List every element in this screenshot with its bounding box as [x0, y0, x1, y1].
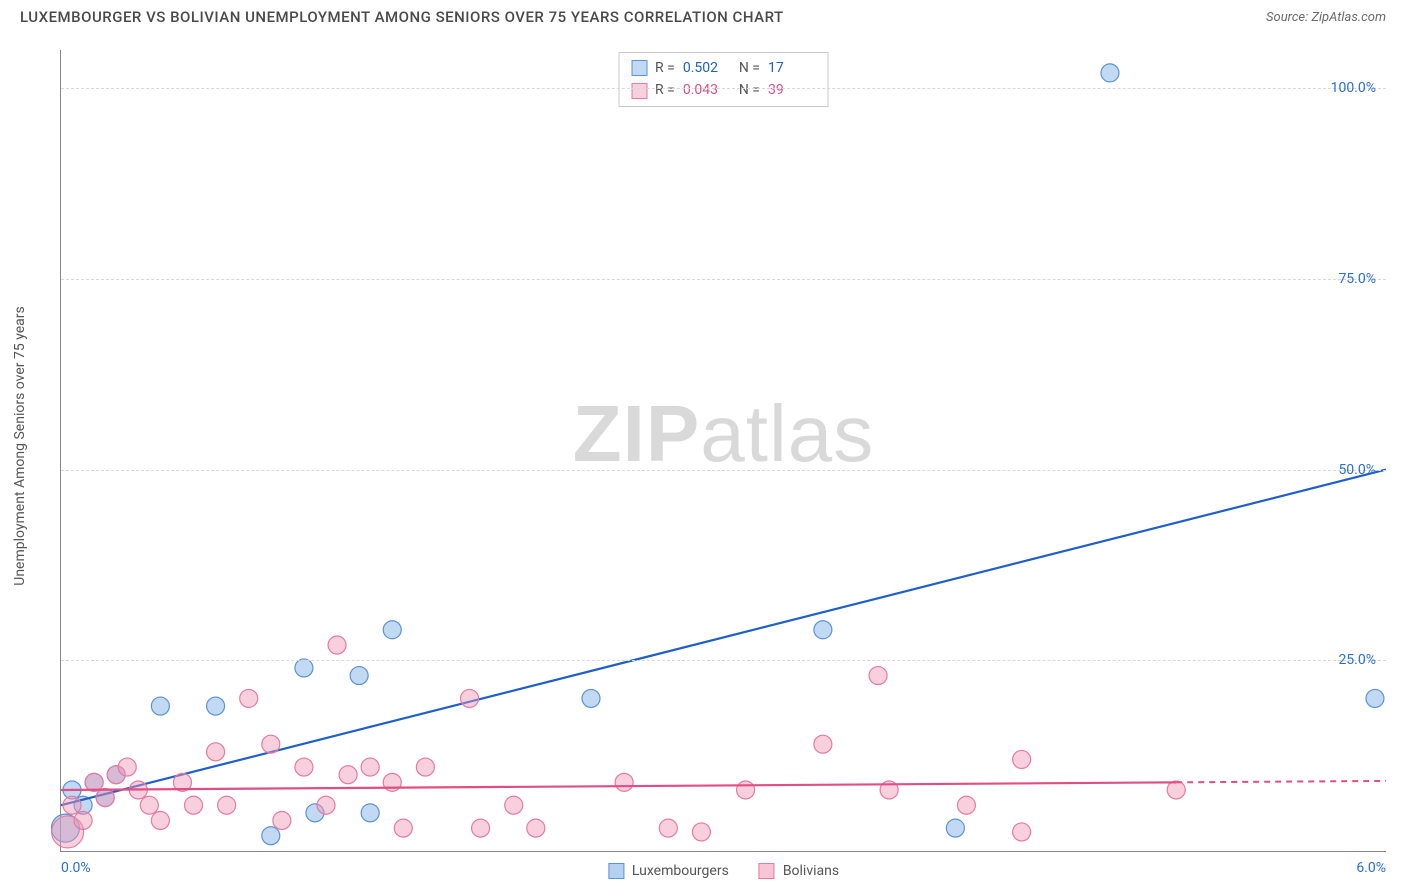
legend-label: Luxembourgers: [632, 863, 729, 879]
y-axis-title: Unemployment Among Seniors over 75 years: [12, 306, 28, 586]
data-point: [218, 796, 236, 814]
data-point: [317, 796, 335, 814]
data-point: [814, 735, 832, 753]
data-point: [350, 667, 368, 685]
title-bar: LUXEMBOURGER VS BOLIVIAN UNEMPLOYMENT AM…: [0, 0, 1406, 30]
data-point: [472, 819, 490, 837]
data-point: [151, 811, 169, 829]
data-point: [1366, 689, 1384, 707]
data-point: [74, 811, 92, 829]
trend-line: [61, 470, 1386, 806]
legend-item: Bolivians: [759, 863, 839, 879]
data-point: [505, 796, 523, 814]
legend-swatch: [759, 863, 775, 879]
data-point: [151, 697, 169, 715]
y-tick-label: 25.0%: [1338, 652, 1376, 668]
data-point: [659, 819, 677, 837]
legend-item: Luxembourgers: [608, 863, 729, 879]
data-point: [207, 697, 225, 715]
legend-label: Bolivians: [783, 863, 839, 879]
data-point: [869, 667, 887, 685]
y-tick-label: 100.0%: [1331, 80, 1376, 96]
data-point: [140, 796, 158, 814]
data-point: [262, 827, 280, 845]
data-point: [582, 689, 600, 707]
data-point: [461, 689, 479, 707]
data-point: [118, 758, 136, 776]
data-point: [185, 796, 203, 814]
data-point: [1013, 750, 1031, 768]
series-legend: Luxembourgers Bolivians: [608, 863, 839, 879]
data-point: [361, 758, 379, 776]
data-point: [1013, 823, 1031, 841]
data-point: [361, 804, 379, 822]
data-point: [207, 743, 225, 761]
x-tick-label: 0.0%: [61, 860, 91, 876]
x-tick-label: 6.0%: [1356, 860, 1386, 876]
grid-line: [61, 470, 1386, 471]
grid-line: [61, 279, 1386, 280]
data-point: [1101, 64, 1119, 82]
data-point: [63, 796, 81, 814]
data-point: [96, 789, 114, 807]
trend-line-extrapolated: [1176, 781, 1386, 782]
data-point: [273, 811, 291, 829]
chart-title: LUXEMBOURGER VS BOLIVIAN UNEMPLOYMENT AM…: [20, 8, 784, 26]
source-value: ZipAtlas.com: [1311, 10, 1386, 25]
data-point: [737, 781, 755, 799]
data-point: [394, 819, 412, 837]
data-point: [240, 689, 258, 707]
data-point: [262, 735, 280, 753]
data-point: [295, 659, 313, 677]
data-point: [692, 823, 710, 841]
data-point: [416, 758, 434, 776]
y-tick-label: 50.0%: [1338, 462, 1376, 478]
source-label: Source:: [1266, 10, 1311, 25]
grid-line: [61, 88, 1386, 89]
data-point: [957, 796, 975, 814]
plot-svg: [61, 50, 1386, 851]
data-point: [814, 621, 832, 639]
data-point: [383, 621, 401, 639]
source-attribution: Source: ZipAtlas.com: [1266, 10, 1386, 25]
data-point: [527, 819, 545, 837]
data-point: [615, 773, 633, 791]
legend-swatch: [608, 863, 624, 879]
data-point: [946, 819, 964, 837]
grid-line: [61, 660, 1386, 661]
scatter-chart: ZIPatlas R = 0.502N = 17R = 0.043N = 39 …: [60, 50, 1386, 852]
y-tick-label: 75.0%: [1338, 271, 1376, 287]
data-point: [328, 636, 346, 654]
data-point: [1167, 781, 1185, 799]
data-point: [339, 766, 357, 784]
data-point: [295, 758, 313, 776]
